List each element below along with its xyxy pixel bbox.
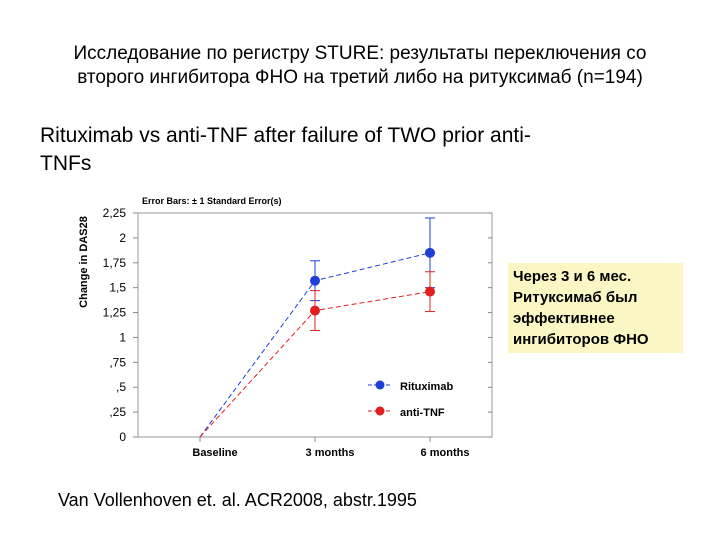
y-tick-label: 1 <box>119 330 126 344</box>
callout-line-4: ингибиторов ФНО <box>513 331 649 348</box>
legend-anti-tnf-swatch-marker <box>375 406 385 416</box>
plot-area: 0 ,25 ,5 ,75 1 1,25 1,5 1,75 2 2,25 Baseline 3 mont… <box>103 206 493 459</box>
y-tick-label: 0 <box>119 430 126 444</box>
rituximab-point <box>310 275 320 286</box>
y-tick-label: 1,25 <box>103 306 127 320</box>
x-tick-label: Baseline <box>192 447 237 459</box>
y-axis-label: Change in DAS28 <box>78 216 90 308</box>
legend-rituximab-label: Rituximab <box>400 381 453 393</box>
rituximab-point <box>425 247 435 258</box>
callout-line-3: эффективнее <box>513 310 615 327</box>
slide-title: Исследование по регистру STURE: результа… <box>20 42 700 90</box>
legend-rituximab-swatch-marker <box>375 380 385 390</box>
y-tick-label: 2 <box>119 231 126 245</box>
chart-heading-line-2: TNFs <box>40 152 92 175</box>
y-tick-label: ,5 <box>116 380 126 394</box>
citation: Van Vollenhoven et. al. ACR2008, abstr.1… <box>58 490 417 510</box>
y-tick-label: ,75 <box>109 355 126 369</box>
y-tick-label: 2,25 <box>103 206 127 220</box>
chart-heading-line-1: Rituximab vs anti-TNF after failure of T… <box>40 124 531 147</box>
error-bars-caption: Error Bars: ± 1 Standard Error(s) <box>142 196 281 206</box>
anti-tnf-point <box>310 305 320 316</box>
title-line-1: Исследование по регистру STURE: результа… <box>73 43 647 64</box>
chart-heading: Rituximab vs anti-TNF after failure of T… <box>40 122 580 178</box>
y-tick-label: 1,5 <box>109 281 126 295</box>
conclusion-callout: Через 3 и 6 мес. Ритуксимаб был эффектив… <box>508 263 683 353</box>
y-tick-label: 1,75 <box>103 256 127 270</box>
anti-tnf-point <box>425 286 435 297</box>
legend-anti-tnf-label: anti-TNF <box>400 407 445 419</box>
callout-line-2: Ритуксимаб был <box>513 289 638 306</box>
y-tick-label: ,25 <box>109 405 126 419</box>
x-tick-label: 6 months <box>421 447 470 459</box>
x-tick-label: 3 months <box>306 447 355 459</box>
title-line-2: второго ингибитора ФНО на третий либо на… <box>77 67 643 88</box>
callout-line-1: Через 3 и 6 мес. <box>513 268 632 285</box>
